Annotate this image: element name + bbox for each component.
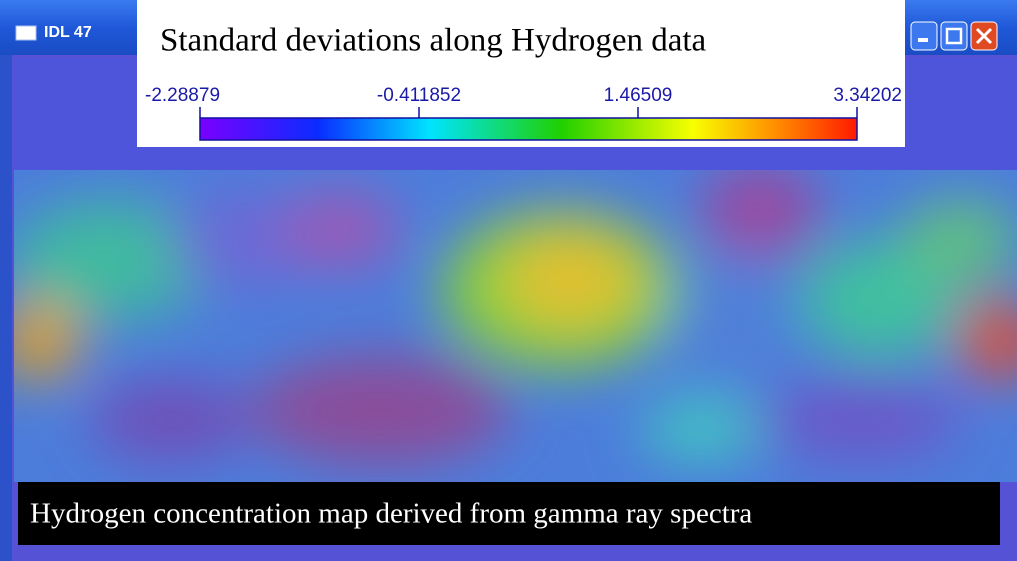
window-title: IDL 47: [44, 24, 92, 41]
window-icon: [16, 26, 36, 40]
window-buttons: [911, 22, 997, 50]
colorbar-title: Standard deviations along Hydrogen data: [160, 23, 707, 59]
colorbar-tick-label: -2.28879: [145, 85, 220, 106]
colorbar: [200, 118, 857, 140]
colorbar-tick-label: 3.34202: [833, 85, 902, 106]
colorbar-tick-label: -0.411852: [377, 85, 461, 106]
colorbar-tick-label: 1.46509: [604, 85, 673, 106]
minimize-button[interactable]: [911, 22, 937, 50]
caption: Hydrogen concentration map derived from …: [30, 498, 752, 530]
screenshot: IDL 47 Hydrogen concentration: [0, 0, 1017, 561]
maximize-button[interactable]: [941, 22, 967, 50]
minimize-icon: [918, 38, 928, 42]
hydrogen-map: [0, 165, 1017, 482]
